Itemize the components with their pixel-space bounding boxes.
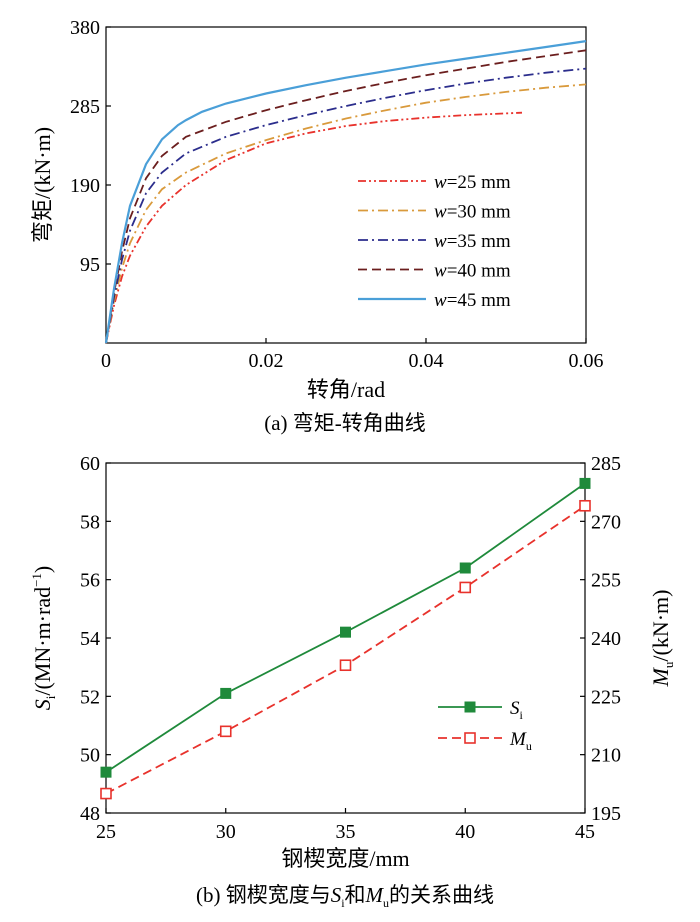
x-tick-label: 45 (575, 821, 595, 843)
marker-Si (579, 477, 591, 489)
y-left-tick-label: 60 (80, 453, 100, 475)
chart-width-relation: 25 30 35 40 45 48 50 52 54 56 58 60 195 210 225 240 255 2… (29, 453, 676, 871)
x-axis-label: 转角/rad (307, 377, 385, 402)
plot-frame (105, 462, 586, 814)
legend-label-Si: Si (510, 698, 524, 722)
legend-marker-Mu (464, 732, 476, 744)
y-right-tick-label: 195 (591, 803, 621, 825)
series-line-5 (104, 40, 587, 344)
x-tick-label: 30 (216, 821, 236, 843)
y-left-tick-label: 48 (80, 803, 100, 825)
y-left-tick-label: 52 (80, 686, 100, 708)
legend-marker-Si (464, 701, 476, 713)
y-right-tick-label: 225 (591, 686, 621, 708)
y-right-tick-label: 285 (591, 453, 621, 475)
legend-label-Mu: Mu (509, 729, 532, 753)
series-line-2 (105, 83, 587, 344)
x-tick-label: 0 (101, 350, 111, 372)
y-tick-label: 190 (70, 175, 100, 197)
marker-Si (220, 687, 232, 699)
series-line-1 (105, 111, 523, 344)
y-tick-label: 380 (70, 17, 100, 39)
series-line-Mu (105, 505, 586, 795)
y-left-tick-label: 58 (80, 511, 100, 533)
x-tick-label: 25 (96, 821, 116, 843)
y-axis-label: 弯矩/(kN·m) (30, 127, 55, 243)
y-right-tick-label: 255 (591, 570, 621, 592)
y-tick-label: 95 (80, 254, 100, 276)
series-line-3 (105, 67, 587, 344)
marker-Mu (219, 725, 232, 738)
y-left-tick-label: 54 (80, 628, 100, 650)
caption-b: (b) 钢楔宽度与Si和Mu的关系曲线 (196, 883, 494, 910)
chart-moment-rotation: 0 0.02 0.04 0.06 95 190 285 380 转角/rad 弯矩/(kN·m) w… (30, 17, 604, 402)
marker-Mu (100, 787, 112, 800)
y-right-tick-label: 240 (591, 628, 621, 650)
legend-label-5: w=45 mm (434, 290, 511, 311)
y-tick-label: 285 (70, 96, 100, 118)
marker-Si (340, 626, 351, 638)
y-left-tick-label: 50 (80, 745, 100, 767)
marker-Mu (579, 499, 591, 512)
y-right-tick-label: 270 (591, 511, 621, 533)
x-axis-label: 钢楔宽度/mm (281, 846, 409, 871)
plot-frame (105, 26, 587, 344)
legend-label-3: w=35 mm (434, 231, 511, 252)
marker-Si (100, 766, 112, 778)
y-left-axis-label: Si/(MN·m·rad−1) (29, 566, 58, 711)
marker-Mu (459, 581, 472, 594)
marker-Si (459, 562, 471, 574)
legend-label-1: w=25 mm (434, 172, 511, 193)
marker-Mu (339, 659, 352, 672)
y-right-axis-label: Mu/(kN·m) (648, 590, 676, 688)
series-line-4 (105, 49, 587, 344)
legend-label-2: w=30 mm (434, 202, 511, 223)
x-tick-label: 35 (336, 821, 356, 843)
x-tick-label: 0.04 (409, 350, 444, 372)
legend-label-4: w=40 mm (434, 261, 511, 282)
y-left-tick-label: 56 (80, 570, 100, 592)
x-tick-label: 0.02 (249, 350, 284, 372)
x-tick-label: 40 (455, 821, 475, 843)
caption-a: (a) 弯矩-转角曲线 (264, 411, 426, 435)
x-tick-label: 0.06 (569, 350, 604, 372)
y-right-tick-label: 210 (591, 745, 621, 767)
